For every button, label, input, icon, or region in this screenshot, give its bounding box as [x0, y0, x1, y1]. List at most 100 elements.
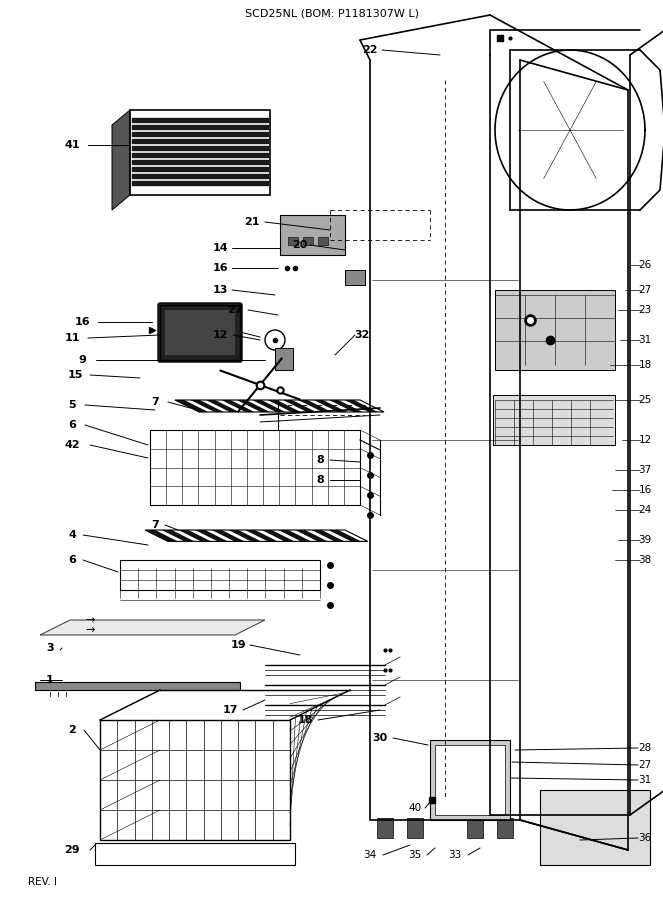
- Bar: [377, 818, 393, 838]
- Polygon shape: [252, 400, 285, 412]
- Polygon shape: [312, 530, 345, 542]
- Polygon shape: [190, 400, 223, 412]
- Text: 22: 22: [362, 45, 378, 55]
- Text: 14: 14: [212, 243, 228, 253]
- Polygon shape: [145, 530, 178, 542]
- Polygon shape: [211, 530, 245, 542]
- Polygon shape: [221, 400, 255, 412]
- Bar: [35, 682, 240, 690]
- Text: 7: 7: [151, 520, 159, 530]
- Text: →: →: [86, 625, 95, 635]
- Text: 27: 27: [638, 760, 652, 770]
- Text: SCD25NL (BOM: P1181307W L): SCD25NL (BOM: P1181307W L): [245, 8, 419, 18]
- Bar: [540, 790, 650, 865]
- Polygon shape: [262, 530, 294, 542]
- Text: 5: 5: [68, 400, 76, 410]
- Text: 34: 34: [363, 850, 377, 860]
- Polygon shape: [162, 530, 194, 542]
- Text: 38: 38: [638, 555, 652, 565]
- Text: 6: 6: [68, 555, 76, 565]
- Text: 13: 13: [212, 285, 227, 295]
- Polygon shape: [328, 530, 361, 542]
- Text: 40: 40: [408, 803, 422, 813]
- Polygon shape: [245, 530, 278, 542]
- Text: 35: 35: [408, 850, 422, 860]
- Text: 42: 42: [64, 440, 80, 450]
- Text: 12: 12: [638, 435, 652, 445]
- Text: 29: 29: [64, 845, 80, 855]
- Bar: [495, 290, 615, 370]
- Bar: [303, 237, 313, 245]
- Polygon shape: [283, 400, 316, 412]
- Text: 15: 15: [68, 370, 83, 380]
- Text: 36: 36: [638, 833, 652, 843]
- Text: 16: 16: [74, 317, 90, 327]
- Text: 20: 20: [292, 240, 308, 250]
- Text: 31: 31: [638, 335, 652, 345]
- Bar: [467, 818, 483, 838]
- Bar: [95, 843, 295, 865]
- Text: 28: 28: [638, 743, 652, 753]
- Text: REV. I: REV. I: [28, 877, 57, 887]
- Text: 8: 8: [316, 455, 324, 465]
- Polygon shape: [228, 530, 261, 542]
- Text: 41: 41: [64, 140, 80, 150]
- Text: 18: 18: [638, 360, 652, 370]
- Text: 4: 4: [68, 530, 76, 540]
- Text: 25: 25: [638, 395, 652, 405]
- Text: 27: 27: [638, 285, 652, 295]
- Text: 33: 33: [448, 850, 461, 860]
- Bar: [165, 310, 235, 355]
- Text: 16: 16: [638, 485, 652, 495]
- Polygon shape: [237, 400, 270, 412]
- Text: 39: 39: [638, 535, 652, 545]
- Polygon shape: [175, 400, 208, 412]
- Polygon shape: [298, 400, 332, 412]
- Bar: [407, 818, 423, 838]
- Text: 16: 16: [212, 263, 228, 273]
- Text: 1: 1: [46, 675, 54, 685]
- Text: 32: 32: [354, 330, 370, 340]
- Text: 27: 27: [227, 305, 243, 315]
- Text: 17: 17: [222, 705, 238, 715]
- Bar: [497, 818, 513, 838]
- Text: 6: 6: [68, 420, 76, 430]
- Text: 30: 30: [373, 733, 388, 743]
- FancyBboxPatch shape: [158, 303, 242, 362]
- Polygon shape: [295, 530, 328, 542]
- Bar: [100, 720, 290, 840]
- Text: 24: 24: [638, 505, 652, 515]
- Polygon shape: [195, 530, 228, 542]
- Text: 23: 23: [638, 305, 652, 315]
- Text: 12: 12: [212, 330, 228, 340]
- Text: 19: 19: [230, 640, 246, 650]
- Bar: [318, 237, 328, 245]
- Text: 37: 37: [638, 465, 652, 475]
- Bar: [150, 430, 360, 505]
- Text: 11: 11: [64, 333, 80, 343]
- Text: 31: 31: [638, 775, 652, 785]
- Text: 21: 21: [244, 217, 260, 227]
- Bar: [280, 215, 345, 255]
- Text: 8: 8: [316, 475, 324, 485]
- Polygon shape: [178, 530, 211, 542]
- Bar: [288, 237, 298, 245]
- Polygon shape: [40, 620, 265, 635]
- Polygon shape: [112, 110, 130, 210]
- Text: 7: 7: [151, 397, 159, 407]
- Text: 18: 18: [297, 715, 313, 725]
- Bar: [120, 560, 320, 590]
- Polygon shape: [206, 400, 239, 412]
- Polygon shape: [278, 530, 311, 542]
- Bar: [435, 745, 505, 815]
- Text: →: →: [86, 615, 95, 625]
- Bar: [275, 348, 293, 370]
- Circle shape: [265, 330, 285, 350]
- Bar: [160, 305, 240, 360]
- Polygon shape: [345, 400, 378, 412]
- Text: 2: 2: [68, 725, 76, 735]
- Polygon shape: [314, 400, 347, 412]
- Polygon shape: [267, 400, 301, 412]
- Text: 9: 9: [78, 355, 86, 365]
- Bar: [493, 395, 615, 445]
